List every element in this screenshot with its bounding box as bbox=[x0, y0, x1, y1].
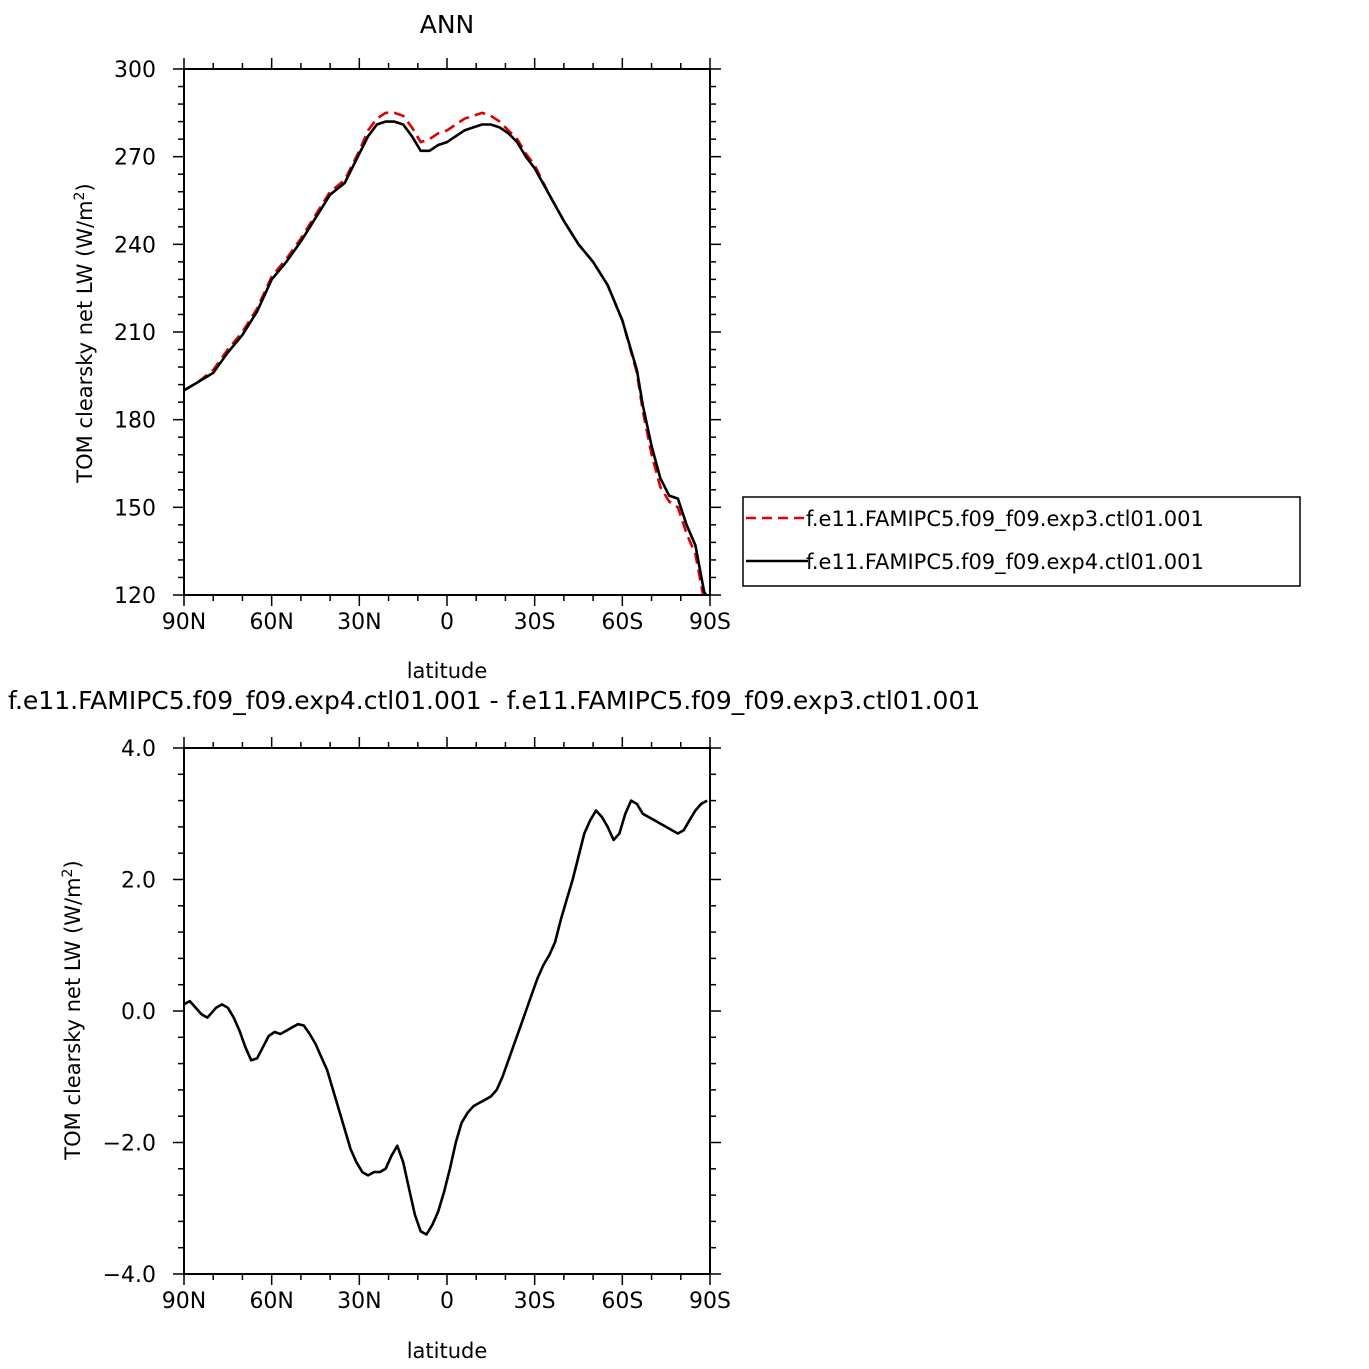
bottom-chart-title: f.e11.FAMIPC5.f09_f09.exp4.ctl01.001 - f… bbox=[8, 686, 980, 715]
top-panel: ANN 90N 60N 30N 0 30S 60S 90S 120 150 180 210 240 27… bbox=[72, 10, 1301, 683]
x-tick-label: 30N bbox=[337, 1289, 381, 1314]
x-tick-label: 30N bbox=[337, 610, 381, 635]
legend-label-exp4: f.e11.FAMIPC5.f09_f09.exp4.ctl01.001 bbox=[806, 550, 1204, 575]
x-tick-label: 60S bbox=[601, 610, 643, 635]
top-y-axis-label: TOM clearsky net LW (W/m2) bbox=[72, 183, 97, 483]
x-tick-label: 90S bbox=[689, 1289, 731, 1314]
bottom-panel: f.e11.FAMIPC5.f09_f09.exp4.ctl01.001 - f… bbox=[8, 686, 980, 1363]
y-tick-label: 4.0 bbox=[121, 737, 156, 762]
bottom-x-axis-label: latitude bbox=[407, 1339, 488, 1363]
top-chart-title: ANN bbox=[420, 10, 475, 39]
series-line-1 bbox=[184, 111, 705, 595]
series-line-1 bbox=[184, 799, 708, 1236]
x-tick-label: 0 bbox=[440, 610, 454, 635]
y-tick-label: 180 bbox=[114, 409, 156, 434]
y-tick-label: 120 bbox=[114, 584, 156, 609]
plot-frame bbox=[183, 68, 711, 596]
y-tick-label: 210 bbox=[114, 321, 156, 346]
series-line-2 bbox=[184, 120, 708, 595]
bottom-plot-area: 90N 60N 30N 0 30S 60S 90S −4.0 −2.0 0.0 2.0 4.0 bbox=[103, 737, 731, 1314]
y-tick-label: −4.0 bbox=[103, 1263, 156, 1288]
legend: f.e11.FAMIPC5.f09_f09.exp3.ctl01.001 f.e… bbox=[742, 496, 1301, 587]
x-tick-label: 60N bbox=[249, 610, 293, 635]
plot-frame bbox=[183, 747, 711, 1275]
bottom-y-axis-label: TOM clearsky net LW (W/m2) bbox=[60, 860, 85, 1160]
x-tick-label: 60N bbox=[249, 1289, 293, 1314]
x-tick-label: 90N bbox=[162, 1289, 206, 1314]
x-tick-label: 90N bbox=[162, 610, 206, 635]
y-tick-label: 240 bbox=[114, 233, 156, 258]
legend-box bbox=[742, 496, 1301, 587]
y-tick-label: 270 bbox=[114, 146, 156, 171]
x-tick-label: 0 bbox=[440, 1289, 454, 1314]
y-tick-label: −2.0 bbox=[103, 1132, 156, 1157]
top-x-axis-label: latitude bbox=[407, 659, 488, 683]
y-tick-label: 2.0 bbox=[121, 869, 156, 894]
x-tick-label: 30S bbox=[514, 1289, 556, 1314]
y-tick-label: 150 bbox=[114, 496, 156, 521]
top-plot-area: 90N 60N 30N 0 30S 60S 90S 120 150 180 210 240 270 300 bbox=[114, 58, 731, 635]
x-tick-label: 60S bbox=[601, 1289, 643, 1314]
y-tick-label: 300 bbox=[114, 58, 156, 83]
x-tick-label: 30S bbox=[514, 610, 556, 635]
legend-label-exp3: f.e11.FAMIPC5.f09_f09.exp3.ctl01.001 bbox=[806, 507, 1204, 532]
y-tick-label: 0.0 bbox=[121, 1000, 156, 1025]
x-tick-label: 90S bbox=[689, 610, 731, 635]
